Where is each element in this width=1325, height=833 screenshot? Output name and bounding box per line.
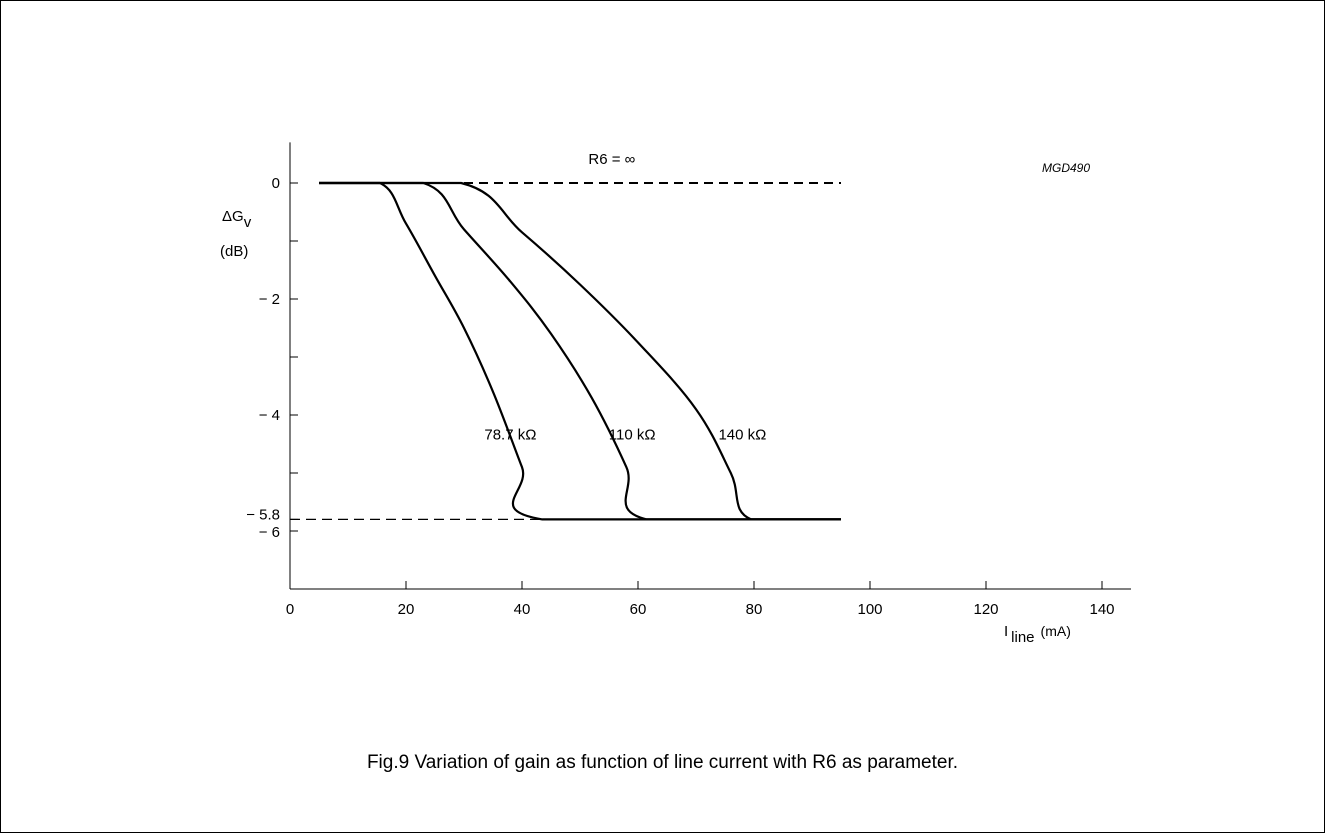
figure-caption: Fig.9 Variation of gain as function of l… bbox=[366, 752, 959, 773]
y-tick-label: 0 bbox=[272, 175, 280, 192]
x-axis-label-unit: (mA) bbox=[1041, 623, 1071, 639]
y-tick-label: − 6 bbox=[259, 524, 280, 541]
x-tick-label: 40 bbox=[514, 601, 531, 618]
x-axis-label-main: I bbox=[1004, 623, 1008, 640]
series-110k-line bbox=[319, 181, 841, 521]
x-tick-label: 80 bbox=[746, 601, 763, 618]
series-78-7k-line bbox=[319, 181, 841, 521]
series-140k-label: 140 kΩ bbox=[718, 426, 766, 443]
y-axis-label-main: ΔG bbox=[222, 208, 244, 225]
x-tick-label: 20 bbox=[398, 601, 415, 618]
y-axis-label: ΔGv bbox=[222, 208, 252, 231]
series-110k-label: 110 kΩ bbox=[609, 426, 656, 443]
y-axis-label-sub: v bbox=[244, 214, 252, 231]
series-140k-line bbox=[319, 181, 841, 521]
x-axis-label-sub: line bbox=[1011, 629, 1034, 646]
y-tick-label: − 2 bbox=[259, 291, 280, 308]
series-lines bbox=[319, 181, 841, 521]
x-tick-label: 100 bbox=[857, 601, 882, 618]
labels: R6 = ∞ 78.7 kΩ 110 kΩ 140 kΩ bbox=[484, 151, 766, 443]
y-tick-label: − 4 bbox=[259, 407, 280, 424]
series-78-7k-label: 78.7 kΩ bbox=[484, 426, 536, 443]
figure-code: MGD490 bbox=[1042, 161, 1090, 175]
axes bbox=[289, 142, 1131, 590]
x-tick-label: 140 bbox=[1089, 601, 1114, 618]
y-axis-unit: (dB) bbox=[220, 243, 248, 260]
y-tick-label: − 5.8 bbox=[246, 506, 280, 523]
x-tick-label: 0 bbox=[286, 601, 294, 618]
r6-infinity-label: R6 = ∞ bbox=[588, 151, 635, 168]
x-tick-label: 60 bbox=[630, 601, 647, 618]
reference-lines bbox=[290, 182, 841, 521]
ticks: 0 20 40 60 80 100 120 140 0 − 2 − 4 − 5.8− 6 bbox=[246, 175, 1114, 618]
x-tick-label: 120 bbox=[973, 601, 998, 618]
gain-chart: 0 20 40 60 80 100 120 140 0 − 2 − 4 − 5.8− 6 R6 = ∞… bbox=[220, 142, 1131, 646]
